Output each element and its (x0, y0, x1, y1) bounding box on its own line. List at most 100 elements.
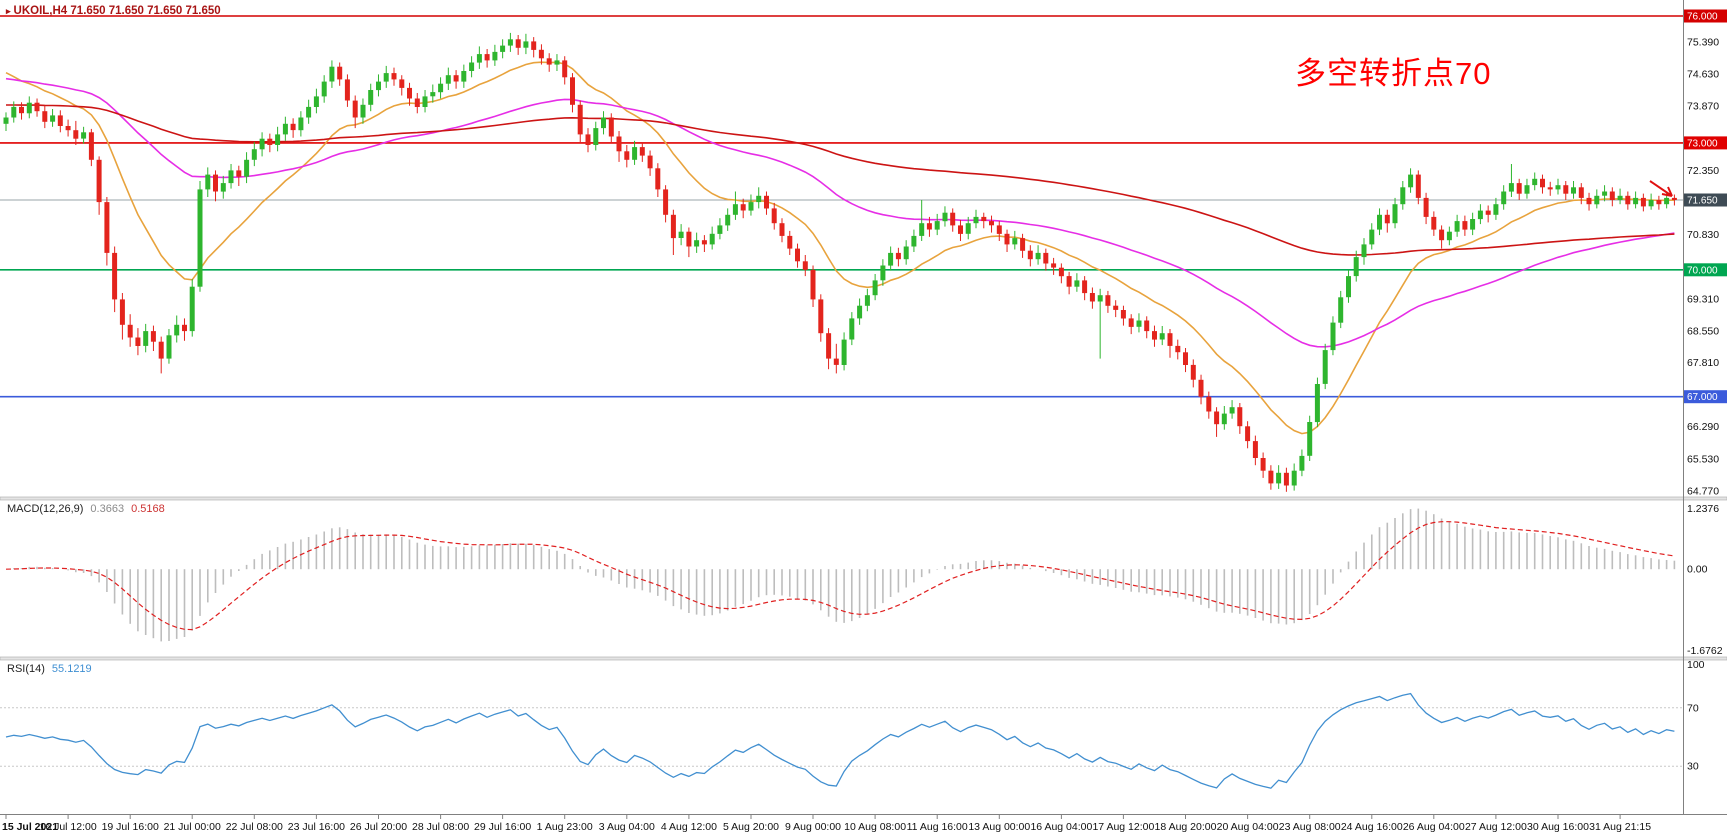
time-axis-label: 28 Jul 08:00 (412, 821, 469, 833)
rsi-indicator-header[interactable]: RSI(14) 55.1219 (7, 664, 92, 675)
candle (1501, 185, 1507, 210)
candle (1268, 465, 1274, 490)
candle (1532, 172, 1538, 191)
rsi-axis-70: 70 (1687, 702, 1699, 714)
candle (50, 109, 56, 127)
candle (275, 126, 281, 152)
candle (407, 82, 412, 106)
time-axis-label: 11 Aug 16:00 (907, 821, 968, 833)
candle (205, 167, 211, 197)
time-axis-label: 22 Jul 08:00 (226, 821, 283, 833)
candle (158, 336, 164, 374)
candle (593, 121, 599, 151)
rsi-axis-30: 30 (1687, 761, 1699, 773)
candle (461, 64, 467, 88)
candle (469, 56, 475, 78)
candle (523, 33, 529, 55)
candle (1671, 194, 1677, 206)
candle (1120, 305, 1126, 326)
candle (1144, 316, 1150, 339)
candle (802, 255, 808, 277)
candle (1640, 193, 1646, 212)
candle (228, 164, 234, 189)
candle (1175, 339, 1181, 360)
candle (1214, 407, 1220, 437)
svg-text:73.000: 73.000 (1687, 138, 1718, 149)
candle (65, 119, 71, 137)
candle (1338, 290, 1344, 329)
candle (1408, 168, 1414, 193)
candle (298, 111, 304, 137)
svg-text:71.650: 71.650 (1687, 196, 1718, 207)
candle (1035, 245, 1041, 265)
panel-separator[interactable] (0, 496, 1727, 501)
candle (445, 67, 451, 90)
macd-indicator-header[interactable]: MACD(12,26,9) 0.3663 0.5168 (7, 504, 165, 515)
macd-main-value: 0.3663 (90, 503, 125, 515)
time-axis-label: 24 Aug 16:00 (1341, 821, 1403, 833)
candle (888, 246, 894, 271)
candle (267, 133, 273, 153)
chart-text-annotation[interactable]: 多空转折点70 (1295, 56, 1492, 91)
time-axis-label: 26 Jul 20:00 (350, 821, 407, 833)
candle (1400, 181, 1406, 210)
candle (1625, 191, 1631, 210)
candle (1540, 174, 1545, 194)
candle (864, 288, 870, 312)
candle (11, 101, 17, 123)
candle (958, 219, 963, 241)
candle (306, 99, 312, 124)
time-axis-label: 31 Aug 21:15 (1589, 821, 1651, 833)
candle (360, 98, 366, 124)
candle (1105, 290, 1111, 313)
candle (663, 185, 669, 223)
candle (236, 165, 242, 186)
candle (795, 243, 800, 268)
candle (1245, 421, 1251, 449)
candle (639, 142, 645, 162)
candle (538, 44, 544, 65)
price-axis-tick: 74.630 (1687, 68, 1719, 80)
time-axis-label: 16 Jul 12:00 (39, 821, 96, 833)
candle (1113, 300, 1119, 318)
candle (570, 73, 575, 113)
candle (1307, 415, 1313, 461)
candle (1229, 400, 1235, 419)
candle (841, 332, 847, 371)
svg-text:67.000: 67.000 (1687, 392, 1718, 403)
candle (399, 75, 405, 96)
svg-text:70.000: 70.000 (1687, 265, 1718, 276)
candle (1415, 170, 1421, 205)
candle (344, 74, 350, 107)
candle (1392, 197, 1398, 229)
candle (1470, 212, 1476, 236)
panel-separator[interactable] (0, 656, 1727, 661)
candle (678, 224, 684, 246)
ma-slow-line (6, 104, 1675, 256)
candle (174, 315, 180, 343)
candle (818, 294, 824, 342)
candle (585, 128, 591, 153)
price-axis-tick: 69.310 (1687, 294, 1719, 306)
price-axis-tick: 66.290 (1687, 421, 1719, 433)
candle (857, 298, 863, 325)
candle (1058, 263, 1064, 284)
candle (1547, 181, 1553, 196)
candle (1609, 187, 1615, 207)
candle (484, 49, 490, 68)
candle (926, 216, 932, 237)
candle (1439, 225, 1445, 249)
price-axis-tick: 64.770 (1687, 486, 1719, 498)
candle (290, 118, 296, 138)
candle (414, 93, 420, 114)
current-price-badge: 71.650 (1684, 193, 1727, 207)
candle (624, 145, 630, 168)
candle (1167, 329, 1173, 358)
candle (197, 181, 203, 292)
price-axis-tick: 68.550 (1687, 326, 1719, 338)
candle (1431, 211, 1437, 236)
time-axis-label: 15 Jul 2021 (2, 821, 58, 833)
red-arrow-annotation[interactable] (1649, 180, 1673, 197)
